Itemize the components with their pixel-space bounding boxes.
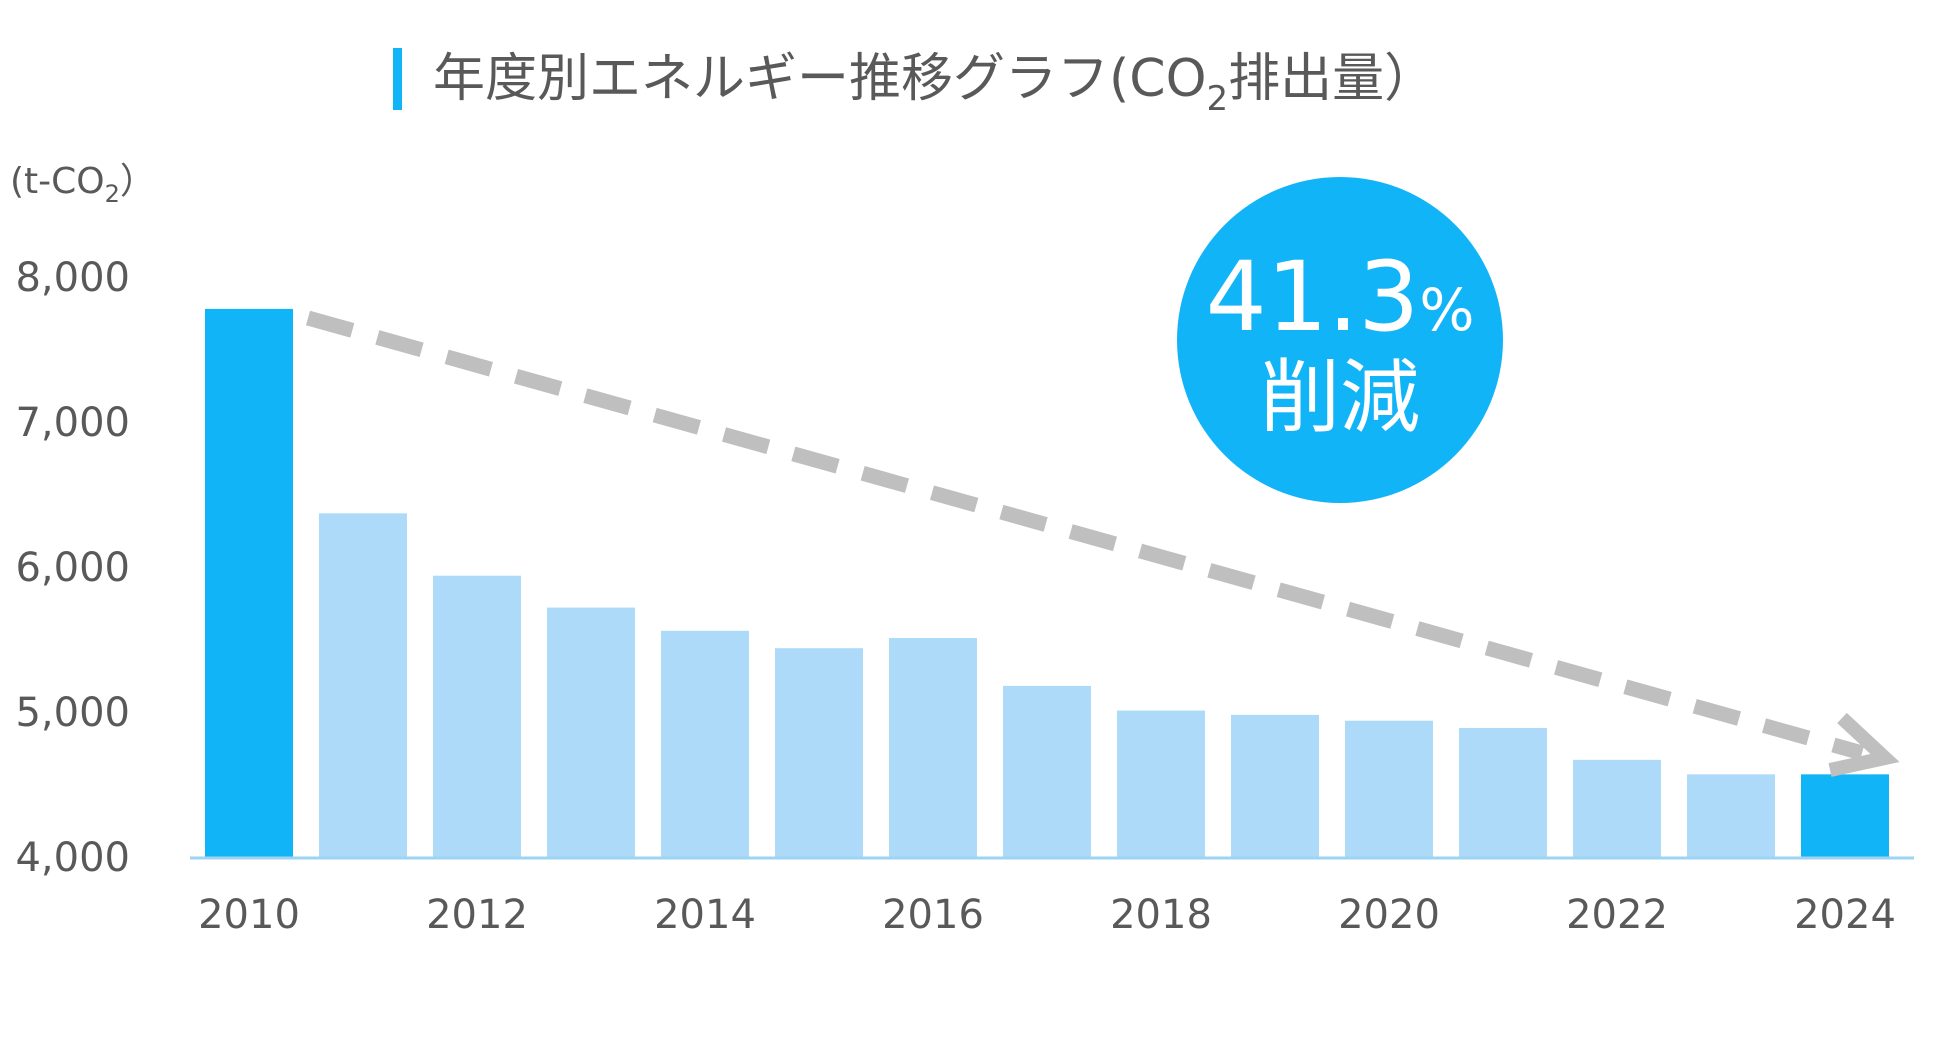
chart-title-suffix: 排出量） (1228, 49, 1436, 109)
y-tick-label: 4,000 (15, 835, 130, 881)
y-axis-unit-suffix: ） (120, 161, 156, 202)
y-tick-label: 6,000 (15, 545, 130, 591)
bar-2022 (1573, 759, 1661, 857)
bars-group (205, 308, 1889, 857)
bar-2013 (547, 607, 635, 857)
bar-2024 (1801, 774, 1889, 857)
bar-2016 (889, 638, 977, 857)
bar-2021 (1459, 727, 1547, 857)
y-axis-unit-subscript: 2 (105, 180, 120, 208)
chart-title-main: 年度別エネルギー推移グラフ(CO (433, 49, 1207, 109)
bar-2011 (319, 513, 407, 857)
bar-2015 (775, 648, 863, 857)
y-axis-unit-main: (t-CO (10, 161, 105, 202)
x-tick-label: 2022 (1566, 892, 1668, 938)
x-axis-ticks: 2010 2012 2014 2016 2018 2020 2022 2024 (198, 892, 1896, 938)
x-tick-label: 2010 (198, 892, 300, 938)
y-axis-ticks: 4,000 5,000 6,000 7,000 8,000 (15, 255, 130, 881)
bar-2023 (1687, 774, 1775, 857)
bar-2019 (1231, 714, 1319, 857)
y-axis-unit-label: (t-CO2） (10, 161, 156, 208)
y-tick-label: 5,000 (15, 690, 130, 736)
reduction-badge: 41.3% 削減 (1177, 177, 1503, 503)
reduction-percent-value: 41.3 (1206, 241, 1420, 353)
x-tick-label: 2020 (1338, 892, 1440, 938)
x-tick-label: 2016 (882, 892, 984, 938)
x-tick-label: 2014 (654, 892, 756, 938)
bar-2012 (433, 575, 521, 857)
title-marker-icon (393, 48, 402, 110)
x-tick-label: 2024 (1794, 892, 1896, 938)
y-tick-label: 7,000 (15, 400, 130, 446)
reduction-label: 削減 (1260, 351, 1420, 444)
trend-arrow-head (1828, 712, 1900, 777)
chart-title: 年度別エネルギー推移グラフ(CO2排出量） (433, 49, 1436, 119)
chart-title-subscript: 2 (1207, 79, 1229, 119)
reduction-badge-circle (1177, 177, 1503, 503)
trend-dashed-line (305, 310, 1865, 761)
y-tick-label: 8,000 (15, 255, 130, 301)
reduction-percent-sign: % (1419, 276, 1474, 344)
trend-arrow-icon (305, 310, 1900, 777)
x-tick-label: 2012 (426, 892, 528, 938)
bar-2017 (1003, 685, 1091, 857)
bar-2010 (205, 308, 293, 857)
x-tick-label: 2018 (1110, 892, 1212, 938)
bar-2020 (1345, 720, 1433, 857)
bar-2018 (1117, 710, 1205, 857)
bar-2014 (661, 630, 749, 857)
reduction-percent: 41.3% (1206, 241, 1475, 353)
